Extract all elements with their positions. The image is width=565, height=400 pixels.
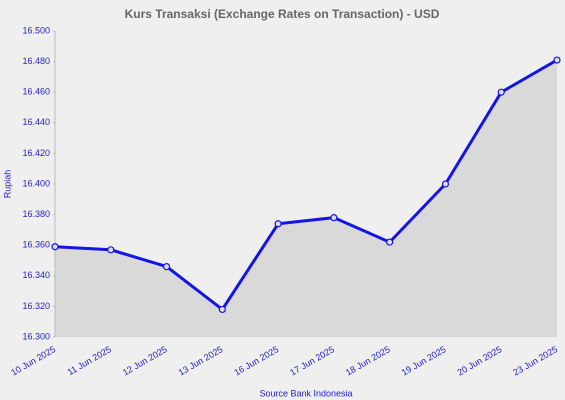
x-tick-label: 17 Jun 2025 [288, 344, 336, 377]
point [218, 305, 226, 314]
y-tick-label: 16.400 [22, 178, 50, 188]
y-tick-label: 16.380 [22, 209, 50, 219]
x-tick-label: 19 Jun 2025 [400, 344, 448, 377]
line [54, 58, 558, 311]
point [441, 180, 450, 188]
point [553, 56, 561, 64]
point [162, 263, 171, 271]
x-tick-label: 10 Jun 2025 [9, 344, 57, 377]
point [51, 243, 59, 251]
y-tick-label: 16.300 [22, 331, 50, 341]
x-tick-label: 13 Jun 2025 [177, 344, 225, 377]
point [107, 246, 115, 254]
x-tick-label: 16 Jun 2025 [232, 344, 280, 377]
x-tick-label: 20 Jun 2025 [456, 344, 504, 377]
y-tick-label: 16.420 [22, 148, 50, 158]
y-axis-label: Rupiah [2, 170, 12, 199]
point [386, 238, 394, 246]
y-tick-label: 16.360 [22, 240, 50, 250]
area [55, 60, 557, 337]
point [274, 220, 282, 228]
y-tick-label: 16.340 [22, 270, 50, 280]
y-tick-label: 16.320 [22, 301, 50, 311]
y-tick-label: 16.440 [22, 117, 50, 127]
x-tick-label: 23 Jun 2025 [511, 344, 559, 377]
source-note: Source Bank Indonesia [259, 388, 352, 398]
y-tick-label: 16.460 [22, 87, 50, 97]
x-tick-label: 12 Jun 2025 [121, 344, 169, 377]
x-tick-label: 11 Jun 2025 [66, 344, 113, 377]
x-tick-label: 18 Jun 2025 [344, 344, 392, 377]
point [330, 214, 338, 222]
chart-title: Kurs Transaksi (Exchange Rates on Transa… [125, 7, 440, 21]
y-tick-label: 16.500 [22, 25, 50, 35]
point [497, 88, 505, 96]
y-tick-label: 16.480 [22, 56, 50, 66]
